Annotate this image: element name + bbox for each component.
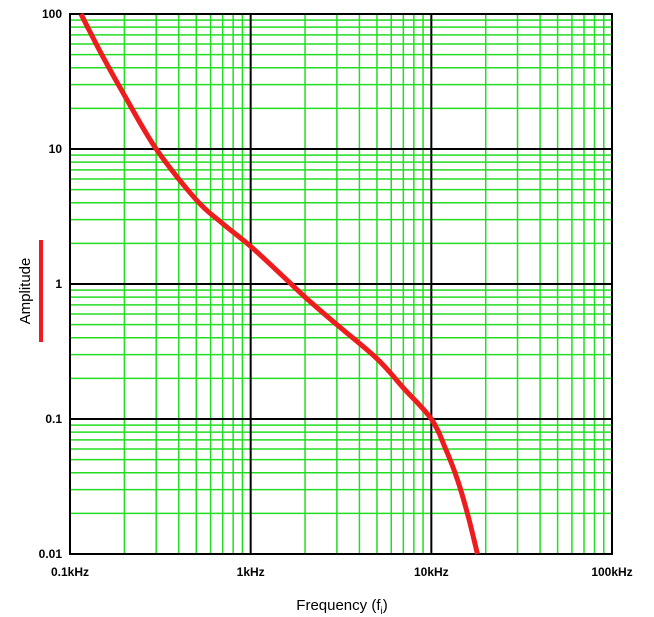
y-tick-label: 10 xyxy=(49,142,63,156)
series-layer xyxy=(78,12,480,555)
y-tick-label: 100 xyxy=(42,7,62,21)
x-tick-label: 0.1kHz xyxy=(51,565,89,579)
x-tick-labels: 0.1kHz 1kHz 10kHz 100kHz xyxy=(51,565,633,579)
x-axis-title: Frequency (fi) xyxy=(296,597,387,617)
x-axis-title-text: Frequency (f xyxy=(296,597,381,614)
y-axis-label-marker xyxy=(39,240,43,342)
x-tick-label: 100kHz xyxy=(591,565,632,579)
y-tick-label: 0.01 xyxy=(39,547,63,561)
x-tick-label: 10kHz xyxy=(414,565,449,579)
y-tick-labels: 100 10 1 0.1 0.01 xyxy=(39,7,63,561)
x-tick-label: 1kHz xyxy=(237,565,265,579)
y-axis-title: Amplitude xyxy=(17,258,34,325)
y-tick-label: 0.1 xyxy=(45,412,62,426)
plot-frame xyxy=(69,13,613,555)
x-axis-title-sub: i xyxy=(380,606,382,617)
y-tick-label: 1 xyxy=(55,277,62,291)
amplitude-curve xyxy=(78,12,480,555)
x-axis-title-close: ) xyxy=(383,597,388,614)
